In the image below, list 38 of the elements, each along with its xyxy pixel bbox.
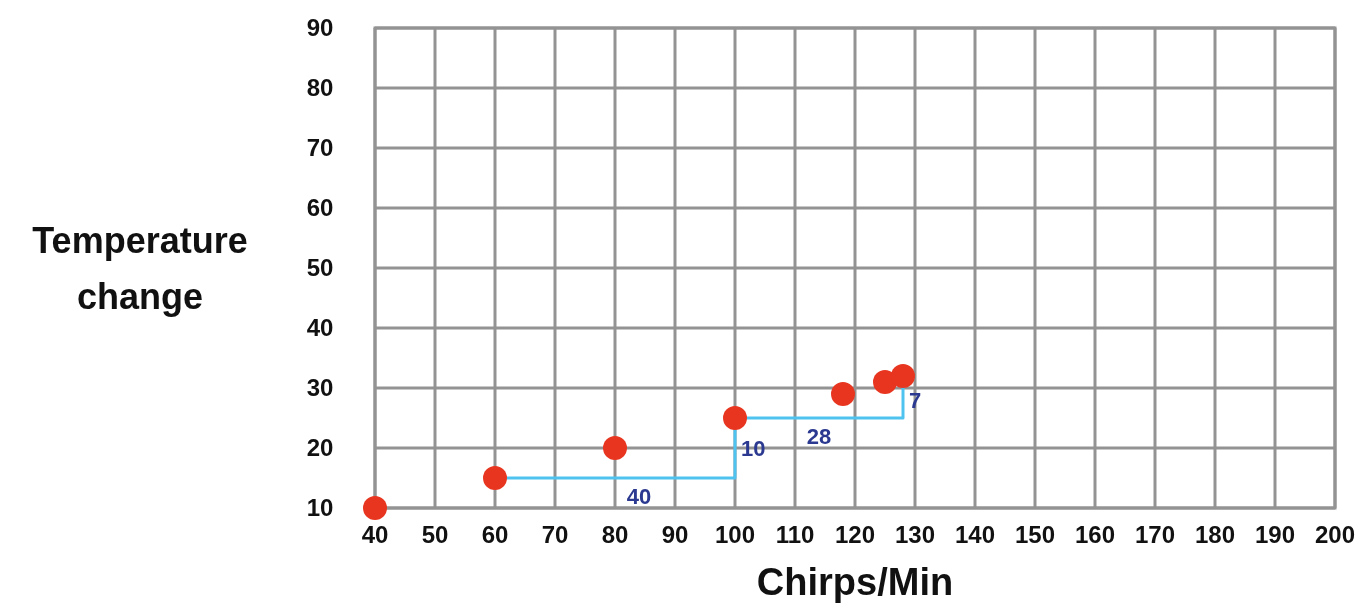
x-tick-label: 110 bbox=[775, 521, 815, 548]
y-tick-label: 40 bbox=[306, 314, 334, 341]
x-tick-label: 200 bbox=[1314, 521, 1356, 548]
x-tick-label: 40 bbox=[361, 521, 389, 548]
x-tick-label: 180 bbox=[1194, 521, 1236, 548]
annotation: 7 bbox=[909, 388, 922, 413]
y-tick-label: 60 bbox=[306, 194, 334, 221]
x-tick-label: 130 bbox=[894, 521, 936, 548]
point bbox=[483, 466, 507, 490]
y-tick-label: 30 bbox=[306, 374, 334, 401]
point bbox=[723, 406, 747, 430]
x-tick-label: 120 bbox=[834, 521, 876, 548]
y-axis-title: Temperature change bbox=[32, 220, 248, 317]
y-tick-label: 90 bbox=[306, 14, 334, 41]
x-tick-label: 80 bbox=[601, 521, 629, 548]
point bbox=[603, 436, 627, 460]
x-tick-label: 160 bbox=[1074, 521, 1116, 548]
x-tick-label: 140 bbox=[954, 521, 996, 548]
x-axis-title: Chirps/Min bbox=[756, 561, 954, 603]
x-tick-label: 50 bbox=[421, 521, 449, 548]
x-tick-label: 170 bbox=[1134, 521, 1176, 548]
y-tick-label: 10 bbox=[306, 494, 334, 521]
y-tick-label: 80 bbox=[306, 74, 334, 101]
x-tick-label: 150 bbox=[1014, 521, 1056, 548]
y-tick-label: 50 bbox=[306, 254, 334, 281]
point bbox=[891, 364, 915, 388]
y-tick-label: 70 bbox=[306, 134, 334, 161]
annotation: 28 bbox=[806, 424, 832, 449]
point bbox=[363, 496, 387, 520]
x-tick-label: 100 bbox=[714, 521, 756, 548]
annotation: 10 bbox=[741, 436, 766, 461]
x-tick-label: 90 bbox=[661, 521, 689, 548]
x-tick-label: 70 bbox=[541, 521, 569, 548]
point bbox=[831, 382, 855, 406]
annotation: 40 bbox=[626, 484, 652, 509]
x-tick-label: 190 bbox=[1254, 521, 1296, 548]
y-tick-label: 20 bbox=[306, 434, 334, 461]
x-tick-label: 60 bbox=[481, 521, 509, 548]
